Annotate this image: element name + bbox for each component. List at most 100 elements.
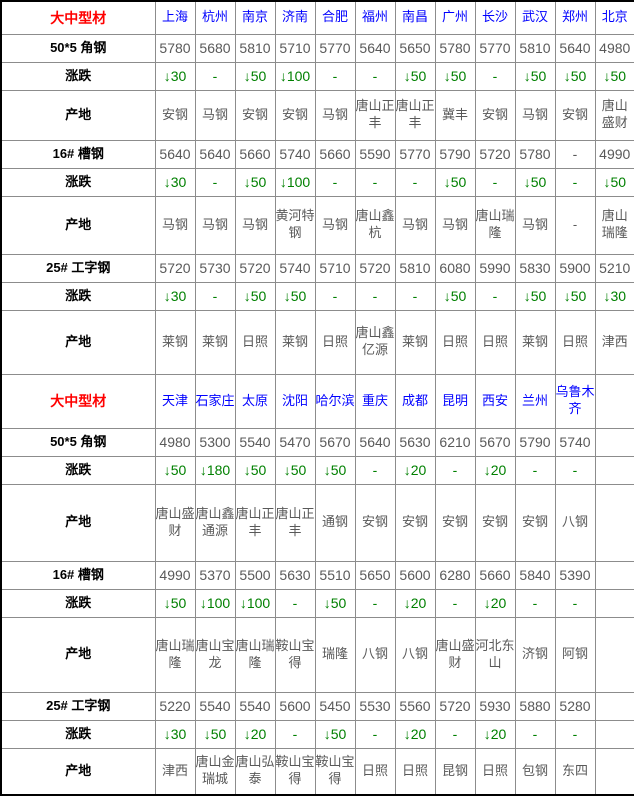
change-cell: ↓50 — [314, 719, 356, 749]
origin-cell — [594, 616, 634, 693]
change-cell: - — [314, 61, 356, 91]
change-row-label: 涨跌 — [0, 61, 156, 91]
change-cell: ↓50 — [314, 588, 356, 618]
change-cell: - — [354, 167, 396, 197]
change-cell: - — [314, 281, 356, 311]
city-header-cell: 乌鲁木齐 — [554, 373, 596, 429]
change-cell: ↓20 — [474, 455, 516, 485]
price-cell: 5930 — [474, 691, 516, 721]
origin-cell: 唐山正丰 — [274, 483, 316, 562]
origin-cell: 马钢 — [314, 89, 356, 141]
origin-row: 产地 莱钢 莱钢 日照 莱钢 日照 唐山鑫亿源 莱钢 日照 日照 莱钢 日照 津西 — [0, 309, 634, 375]
change-cell: - — [514, 588, 556, 618]
price-cell: 5770 — [314, 33, 356, 63]
origin-cell: 马钢 — [154, 195, 196, 255]
origin-row-label: 产地 — [0, 195, 156, 255]
city-header-cell: 广州 — [434, 0, 476, 35]
origin-cell: 日照 — [354, 747, 396, 796]
price-cell: 5500 — [234, 560, 276, 590]
change-cell: ↓50 — [194, 719, 236, 749]
change-cell: ↓50 — [234, 61, 276, 91]
change-row: 涨跌 ↓30- ↓50 ↓100- - ↓50 ↓50- ↓50 ↓50 ↓50 — [0, 61, 634, 91]
change-cell: - — [354, 61, 396, 91]
change-cell: - — [554, 719, 596, 749]
change-cell: ↓50 — [434, 167, 476, 197]
price-cell: 5670 — [474, 427, 516, 457]
price-cell: - — [554, 139, 596, 169]
origin-row-label: 产地 — [0, 747, 156, 796]
origin-cell: 安钢 — [154, 89, 196, 141]
origin-cell: 日照 — [434, 309, 476, 375]
change-cell: - — [354, 281, 396, 311]
origin-cell: 安钢 — [554, 89, 596, 141]
city-header-cell: 济南 — [274, 0, 316, 35]
city-header-cell: 太原 — [234, 373, 276, 429]
city-header-cell: 武汉 — [514, 0, 556, 35]
change-cell: ↓50 — [274, 281, 316, 311]
change-cell: ↓100 — [274, 61, 316, 91]
origin-cell: 瑞隆 — [314, 616, 356, 693]
origin-cell: 八钢 — [554, 483, 596, 562]
change-cell — [594, 719, 634, 749]
price-cell: 4990 — [154, 560, 196, 590]
origin-cell: 唐山盛财 — [434, 616, 476, 693]
price-cell: 5740 — [274, 253, 316, 283]
city-header-cell: 长沙 — [474, 0, 516, 35]
origin-cell: 唐山鑫杭 — [354, 195, 396, 255]
price-cell: 5630 — [274, 560, 316, 590]
origin-cell: 唐山盛财 — [594, 89, 634, 141]
origin-cell: 黄河特钢 — [274, 195, 316, 255]
change-cell: ↓20 — [234, 719, 276, 749]
change-cell: ↓50 — [234, 281, 276, 311]
origin-cell: 安钢 — [474, 483, 516, 562]
origin-cell: 安钢 — [434, 483, 476, 562]
change-row-label: 涨跌 — [0, 719, 156, 749]
city-header-cell: 北京 — [594, 0, 634, 35]
product-price-row: 16# 槽钢 5640 5640 5660 5740 5660 5590 5770 5790 57… — [0, 139, 634, 169]
change-cell: ↓20 — [394, 719, 436, 749]
price-cell: 5710 — [274, 33, 316, 63]
change-cell: ↓100 — [194, 588, 236, 618]
price-cell: 5880 — [514, 691, 556, 721]
change-row: 涨跌 ↓50 ↓100 ↓100- ↓50- ↓20- ↓20- - — [0, 588, 634, 618]
section-header-row: 大中型材 天津 石家庄 太原 沈阳 哈尔滨 重庆 成都 昆明 西安 兰州 乌鲁木齐 — [0, 373, 634, 429]
origin-row: 产地 唐山盛财 唐山鑫通源 唐山正丰 唐山正丰 通钢 安钢 安钢 安钢 安钢 安钢 八钢 — [0, 483, 634, 562]
origin-cell: 安钢 — [274, 89, 316, 141]
price-cell: 5650 — [394, 33, 436, 63]
city-header-cell: 杭州 — [194, 0, 236, 35]
city-header-cell: 成都 — [394, 373, 436, 429]
origin-cell: 包钢 — [514, 747, 556, 796]
origin-cell: 日照 — [474, 309, 516, 375]
origin-cell: 津西 — [154, 747, 196, 796]
origin-cell: 唐山盛财 — [154, 483, 196, 562]
origin-cell: 马钢 — [194, 89, 236, 141]
change-row: 涨跌 ↓30- ↓50 ↓50- - - ↓50- ↓50 ↓50 ↓30 — [0, 281, 634, 311]
price-cell: 5830 — [514, 253, 556, 283]
price-cell: 5590 — [354, 139, 396, 169]
price-cell: 5710 — [314, 253, 356, 283]
origin-cell: 唐山金瑞城 — [194, 747, 236, 796]
product-name-cell: 25# 工字钢 — [0, 691, 156, 721]
product-price-row: 25# 工字钢 5220 5540 5540 5600 5450 5530 5560 5720 5… — [0, 691, 634, 721]
city-header-cell: 西安 — [474, 373, 516, 429]
change-cell: ↓100 — [274, 167, 316, 197]
change-cell: ↓50 — [274, 455, 316, 485]
origin-row-label: 产地 — [0, 616, 156, 693]
price-cell: 5680 — [194, 33, 236, 63]
price-cell: 5640 — [554, 33, 596, 63]
price-cell: 5560 — [394, 691, 436, 721]
price-cell: 5770 — [474, 33, 516, 63]
price-cell: 5540 — [234, 691, 276, 721]
price-cell: 5740 — [274, 139, 316, 169]
price-cell: 5670 — [314, 427, 356, 457]
origin-cell: 安钢 — [394, 483, 436, 562]
origin-row: 产地 津西 唐山金瑞城 唐山弘泰 鞍山宝得 鞍山宝得 日照 日照 昆钢 日照 包钢 东四 — [0, 747, 634, 796]
change-cell: ↓50 — [234, 455, 276, 485]
change-cell: ↓50 — [554, 281, 596, 311]
city-header-cell: 哈尔滨 — [314, 373, 356, 429]
change-cell: ↓30 — [154, 719, 196, 749]
change-cell: - — [434, 455, 476, 485]
change-cell: - — [514, 719, 556, 749]
price-cell: 5790 — [434, 139, 476, 169]
